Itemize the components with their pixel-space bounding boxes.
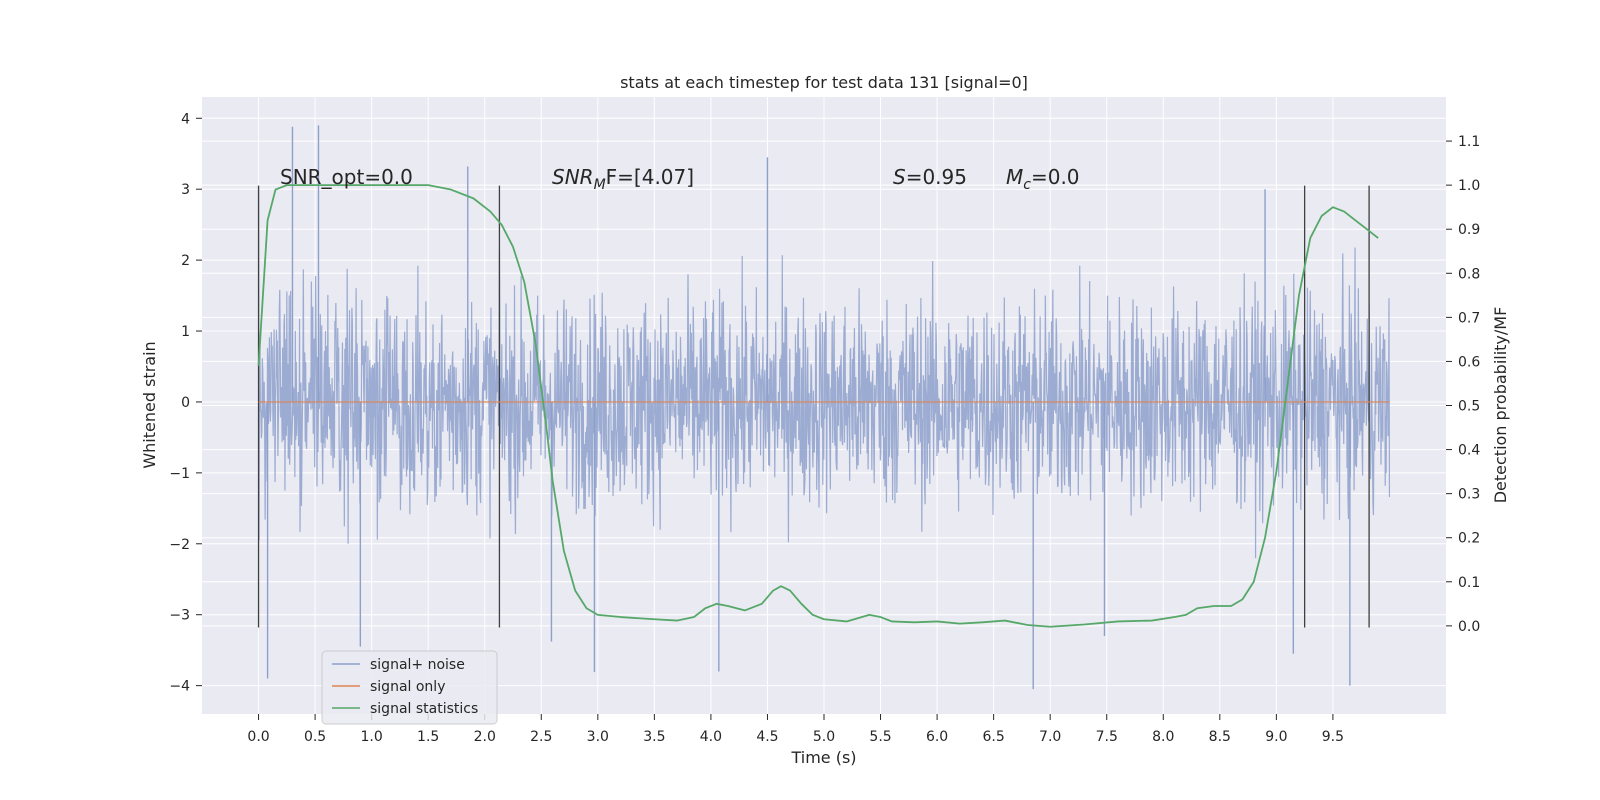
y-tick-label: −3 — [169, 608, 190, 624]
snr-mf-subscript: M — [594, 177, 606, 193]
legend-label-signal-noise: signal+ noise — [370, 657, 465, 673]
x-tick-label: 3.5 — [643, 729, 665, 745]
signal-noise-line — [257, 185, 1391, 559]
snr-mf-base: SNR — [552, 165, 594, 189]
x-tick-label: 9.0 — [1265, 729, 1287, 745]
x-tick-label: 0.5 — [304, 729, 326, 745]
x-tick-label: 1.5 — [417, 729, 439, 745]
x-axis-ticks: 0.0 0.5 1.0 1.5 2.0 2.5 3.0 3.5 4.0 4.5 5.0 5.5 6.0 6… — [247, 714, 1344, 745]
signal-statistics-series — [257, 184, 1379, 628]
x-tick-label: 6.0 — [926, 729, 948, 745]
legend: signal+ noise signal only signal statist… — [321, 650, 498, 725]
x-tick-label: 6.5 — [983, 729, 1005, 745]
s-annotation: S=0.95 — [893, 165, 967, 189]
chart-title: stats at each timestep for test data 131… — [620, 73, 1028, 92]
y-right-tick-label: 0.2 — [1458, 531, 1480, 547]
y-right-tick-label: 0.6 — [1458, 354, 1480, 370]
y-right-tick-label: 1.0 — [1458, 178, 1480, 194]
mc-value: =0.0 — [1031, 165, 1080, 189]
x-tick-label: 2.0 — [474, 729, 496, 745]
x-tick-label: 8.0 — [1152, 729, 1174, 745]
y-axis-label: Whitened strain — [140, 341, 159, 468]
y-axis-ticks: 4 3 2 1 0 −1 −2 −3 −4 — [169, 111, 202, 695]
x-tick-label: 7.0 — [1039, 729, 1061, 745]
y-right-tick-label: 0.3 — [1458, 487, 1480, 503]
x-tick-label: 5.5 — [869, 729, 891, 745]
y-right-axis-ticks: 1.1 1.0 0.9 0.8 0.7 0.6 0.5 0.4 0.3 0.2 0.1 0.0 — [1446, 134, 1480, 635]
legend-box — [321, 650, 498, 725]
x-tick-label: 8.5 — [1209, 729, 1231, 745]
x-axis-label: Time (s) — [790, 748, 856, 767]
x-tick-label: 1.0 — [361, 729, 383, 745]
x-tick-label: 4.5 — [756, 729, 778, 745]
y-right-axis-label: Detection probability/MF — [1491, 307, 1510, 504]
x-tick-label: 4.0 — [700, 729, 722, 745]
y-tick-label: −2 — [169, 537, 190, 553]
legend-label-signal-statistics: signal statistics — [370, 701, 478, 717]
snr-mf-annotation: SNRMF=[4.07] — [552, 165, 694, 193]
y-right-tick-label: 0.1 — [1458, 575, 1480, 591]
vertical-lines — [257, 185, 1370, 628]
x-tick-label: 7.5 — [1096, 729, 1118, 745]
y-tick-label: −4 — [169, 679, 190, 695]
snr-mf-rest: F=[4.07] — [606, 165, 694, 189]
mc-annotation: Mc=0.0 — [1006, 165, 1080, 193]
x-tick-label: 3.0 — [587, 729, 609, 745]
y-tick-label: 3 — [181, 182, 190, 198]
y-tick-label: 4 — [181, 111, 190, 127]
signal-statistics-line — [257, 184, 1379, 628]
y-tick-label: 2 — [181, 253, 190, 269]
legend-label-signal-only: signal only — [370, 679, 445, 695]
y-tick-label: 1 — [181, 324, 190, 340]
x-tick-label: 2.5 — [530, 729, 552, 745]
signal-noise-series — [257, 125, 1391, 690]
y-right-tick-label: 0.9 — [1458, 222, 1480, 238]
x-tick-label: 5.0 — [813, 729, 835, 745]
y-right-tick-label: 0.7 — [1458, 310, 1480, 326]
mc-subscript: c — [1023, 177, 1031, 193]
y-right-tick-label: 0.5 — [1458, 399, 1480, 415]
mc-base: M — [1006, 165, 1023, 189]
y-right-tick-label: 1.1 — [1458, 134, 1480, 150]
y-tick-label: 0 — [181, 395, 190, 411]
snr-opt-annotation: SNR_opt=0.0 — [280, 165, 413, 189]
s-variable: S — [893, 165, 906, 189]
x-tick-label: 0.0 — [247, 729, 269, 745]
y-right-tick-label: 0.0 — [1458, 619, 1480, 635]
x-tick-label: 9.5 — [1322, 729, 1344, 745]
s-value: =0.95 — [906, 165, 967, 189]
y-right-tick-label: 0.4 — [1458, 443, 1480, 459]
y-tick-label: −1 — [169, 466, 190, 482]
y-right-tick-label: 0.8 — [1458, 266, 1480, 282]
